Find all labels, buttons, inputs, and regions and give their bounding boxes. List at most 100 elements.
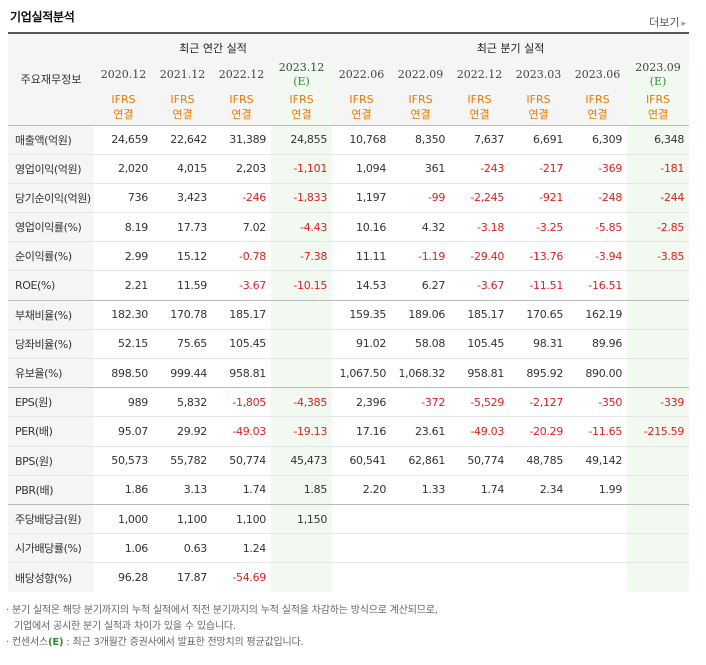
table-cell: 958.81 (450, 357, 510, 388)
table-row: ROE(%) 2.21 11.59 -3.67 -10.15 14.53 6.27 -3.67… (8, 270, 690, 301)
footnote-2: 기업에서 공시한 분기 실적과 차이가 있을 수 있습니다. (14, 621, 236, 632)
row-label: EPS(원) (8, 387, 94, 417)
table-cell: 1.24 (212, 533, 271, 563)
table-cell: 1,067.50 (332, 357, 392, 388)
table-cell: 1.06 (94, 533, 153, 563)
table-cell: -217 (509, 153, 569, 184)
period-header: 2022.12 (212, 61, 271, 89)
footnote-3: · 컨센서스(E) : 최근 3개월간 증권사에서 발표한 전망치의 평균값입니… (6, 637, 304, 648)
table-cell: 7,637 (450, 124, 510, 155)
table-cell: 6,348 (627, 124, 690, 155)
more-label: 더보기 (649, 16, 680, 29)
table-cell (271, 299, 333, 330)
table-cell: 1.74 (450, 474, 510, 505)
table-cell: 31,389 (212, 124, 271, 155)
table-cell (271, 533, 333, 563)
row-label: 주당배당금(원) (8, 503, 94, 534)
table-cell: 8.19 (94, 212, 153, 242)
table-row: 배당성향(%) 96.28 17.87 -54.69 (8, 562, 690, 592)
table-cell: 10.16 (332, 212, 392, 242)
row-label: 당기순이익(억원) (8, 182, 94, 213)
table-cell: 22,642 (153, 124, 212, 155)
table-row: 영업이익(억원) 2,020 4,015 2,203 -1,101 1,094 361 -24… (8, 153, 690, 184)
table-cell: -3.85 (627, 241, 690, 271)
table-cell: 1.86 (94, 474, 153, 505)
table-cell (627, 503, 690, 534)
footnotes: · 분기 실적은 해당 분기까지의 누적 실적에서 직전 분기까지의 누적 실적… (6, 603, 438, 651)
table-cell: 24,855 (271, 124, 333, 155)
table-cell: -11.51 (509, 270, 569, 301)
table-cell: 989 (94, 387, 153, 417)
table-cell: -0.78 (212, 241, 271, 271)
table-cell: 1.99 (568, 474, 628, 505)
table-cell: 24,659 (94, 124, 153, 155)
table-cell: 898.50 (94, 357, 153, 388)
row-label: 순이익률(%) (8, 241, 94, 271)
period-header: 2021.12 (153, 61, 212, 89)
table-cell: 50,774 (212, 445, 271, 476)
table-cell: 0.63 (153, 533, 212, 563)
table-cell: 170.65 (509, 299, 569, 330)
table-cell: 1,094 (332, 153, 392, 184)
table-cell: -339 (627, 387, 690, 417)
table-cell (332, 533, 392, 563)
table-cell: -11.65 (568, 416, 628, 447)
table-cell: 6,309 (568, 124, 628, 155)
estimate-mark: (E) (649, 75, 667, 88)
table-cell: 2,396 (332, 387, 392, 417)
table-cell: 8,350 (391, 124, 451, 155)
table-cell: 1,197 (332, 182, 392, 213)
table-cell: 17.87 (153, 562, 212, 592)
table-cell (627, 562, 690, 592)
more-link[interactable]: 더보기 ▸ (649, 14, 686, 30)
table-row: 부채비율(%) 182.30 170.78 185.17 159.35 189.06 185… (8, 299, 690, 330)
period-header: 2022.09 (391, 61, 451, 89)
table-cell: -4.43 (271, 212, 333, 242)
table-cell: -5.85 (568, 212, 628, 242)
table-cell: -3.67 (212, 270, 271, 301)
table-cell (391, 533, 451, 563)
table-cell: -3.94 (568, 241, 628, 271)
table-cell: 62,861 (391, 445, 451, 476)
table-cell: -7.38 (271, 241, 333, 271)
table-cell: -350 (568, 387, 628, 417)
table-row: PER(배) 95.07 29.92 -49.03 -19.13 17.16 23.61 -4… (8, 416, 690, 447)
table-cell: 736 (94, 182, 153, 213)
row-label: PBR(배) (8, 474, 94, 505)
table-cell (509, 503, 569, 534)
table-cell: -2.85 (627, 212, 690, 242)
table-cell: 10,768 (332, 124, 392, 155)
table-cell: -1.19 (391, 241, 451, 271)
table-cell: -29.40 (450, 241, 510, 271)
ifrs-badge: IFRS 연결 (568, 89, 628, 125)
table-cell: 2,020 (94, 153, 153, 184)
row-header-label: 주요재무정보 (8, 32, 94, 125)
table-cell: 159.35 (332, 299, 392, 330)
table-cell: 1,100 (153, 503, 212, 534)
table-cell (271, 357, 333, 388)
row-label: ROE(%) (8, 270, 94, 301)
annual-group-header: 최근 연간 실적 (94, 32, 333, 61)
row-label: 당좌비율(%) (8, 328, 94, 359)
table-cell: 958.81 (212, 357, 271, 388)
table-cell: 17.16 (332, 416, 392, 447)
table-cell: 11.59 (153, 270, 212, 301)
table-cell: 14.53 (332, 270, 392, 301)
table-cell (391, 503, 451, 534)
table-cell: -54.69 (212, 562, 271, 592)
table-cell: -4,385 (271, 387, 333, 417)
row-label: 영업이익률(%) (8, 212, 94, 242)
ifrs-badge: IFRS 연결 (509, 89, 569, 125)
table-cell: -13.76 (509, 241, 569, 271)
table-cell: 23.61 (391, 416, 451, 447)
table-cell: -16.51 (568, 270, 628, 301)
table-cell: -99 (391, 182, 451, 213)
table-cell: 999.44 (153, 357, 212, 388)
table-cell: 45,473 (271, 445, 333, 476)
table-cell: 895.92 (509, 357, 569, 388)
table-cell: -215.59 (627, 416, 690, 447)
table-cell (568, 562, 628, 592)
period-header: 2022.12 (450, 61, 510, 89)
table-cell: 189.06 (391, 299, 451, 330)
estimate-mark: (E) (293, 75, 310, 88)
